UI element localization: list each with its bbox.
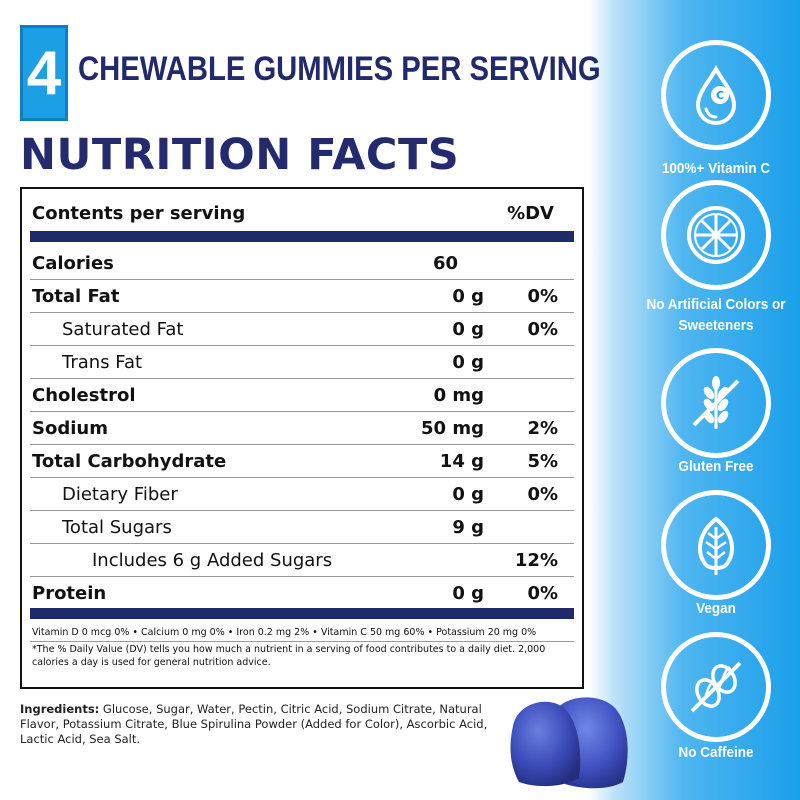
feature-badge-no-caffeine bbox=[661, 632, 771, 742]
nutrient-amount: 0 g bbox=[452, 483, 484, 505]
row-divider bbox=[30, 411, 574, 412]
nutrient-dv: 12% bbox=[514, 549, 558, 571]
nutrition-facts-panel: Contents per serving %DV Calories 60 Tot… bbox=[20, 187, 584, 689]
page-title: NUTRITION FACTS bbox=[20, 130, 460, 180]
gummy-image bbox=[510, 697, 628, 789]
ingredients-text: Ingredients: Glucose, Sugar, Water, Pect… bbox=[20, 702, 500, 747]
serving-description: CHEWABLE GUMMIES PER SERVING bbox=[78, 50, 601, 88]
nutrient-dv: 2% bbox=[527, 417, 558, 439]
row-divider bbox=[30, 576, 574, 577]
nutrient-amount: 0 g bbox=[452, 285, 484, 307]
citrus-slice-icon bbox=[687, 206, 745, 264]
row-divider bbox=[30, 378, 574, 379]
ingredients-label: Ingredients: bbox=[20, 702, 100, 716]
nutrient-amount: 14 g bbox=[439, 450, 484, 472]
row-divider bbox=[30, 543, 574, 544]
nutrient-amount: 60 bbox=[432, 252, 458, 274]
thick-divider-top bbox=[30, 231, 574, 242]
nutrient-amount: 9 g bbox=[452, 516, 484, 538]
nutrient-label: Calories bbox=[32, 252, 114, 274]
table-row: Dietary Fiber 0 g 0% bbox=[32, 478, 572, 510]
no-coffee-bean-icon bbox=[690, 661, 742, 713]
nutrient-label: Dietary Fiber bbox=[62, 483, 178, 505]
feature-badge-vitamin-c: C bbox=[661, 40, 771, 150]
feature-badge-no-artificial bbox=[661, 180, 771, 290]
row-divider bbox=[30, 641, 574, 642]
nutrient-dv: 0% bbox=[527, 285, 558, 307]
nutrient-label: Protein bbox=[32, 582, 107, 604]
feature-label-no-artificial: No Artificial Colors or Sweeteners bbox=[626, 294, 800, 336]
nutrient-amount: 0 mg bbox=[433, 384, 484, 406]
nutrient-label: Saturated Fat bbox=[62, 318, 184, 340]
serving-count-badge: 4 bbox=[20, 25, 68, 121]
svg-text:C: C bbox=[716, 89, 724, 102]
no-wheat-icon bbox=[692, 376, 740, 429]
facts-header-dv: %DV bbox=[507, 202, 554, 224]
feature-label-vegan: Vegan bbox=[696, 600, 736, 617]
facts-header-row: Contents per serving %DV bbox=[32, 197, 572, 229]
feature-label-gluten-free: Gluten Free bbox=[678, 458, 754, 475]
row-divider bbox=[30, 477, 574, 478]
table-row: Calories 60 bbox=[32, 247, 572, 279]
nutrient-label: Total Carbohydrate bbox=[32, 450, 227, 472]
feature-badge-gluten-free bbox=[661, 348, 771, 458]
table-row: Trans Fat 0 g bbox=[32, 346, 572, 378]
table-row: Protein 0 g 0% bbox=[32, 577, 572, 609]
row-divider bbox=[30, 279, 574, 280]
table-row: Cholestrol 0 mg bbox=[32, 379, 572, 411]
table-row: Includes 6 g Added Sugars 12% bbox=[32, 544, 572, 576]
nutrient-amount: 0 g bbox=[452, 351, 484, 373]
nutrient-label: Cholestrol bbox=[32, 384, 136, 406]
ingredients-list: Glucose, Sugar, Water, Pectin, Citric Ac… bbox=[20, 702, 488, 746]
nutrient-dv: 0% bbox=[527, 318, 558, 340]
nutrient-dv: 0% bbox=[527, 582, 558, 604]
table-row: Saturated Fat 0 g 0% bbox=[32, 313, 572, 345]
vitamin-c-drop-icon: C bbox=[695, 64, 737, 126]
nutrient-amount: 0 g bbox=[452, 582, 484, 604]
table-row: Total Sugars 9 g bbox=[32, 511, 572, 543]
table-row: Total Fat 0 g 0% bbox=[32, 280, 572, 312]
table-row: Sodium 50 mg 2% bbox=[32, 412, 572, 444]
row-divider bbox=[30, 345, 574, 346]
table-row: Total Carbohydrate 14 g 5% bbox=[32, 445, 572, 477]
nutrient-amount: 50 mg bbox=[421, 417, 484, 439]
thick-divider-bottom bbox=[30, 608, 574, 619]
row-divider bbox=[30, 444, 574, 445]
feature-label-no-caffeine: No Caffeine bbox=[678, 744, 754, 761]
nutrient-label: Total Fat bbox=[32, 285, 120, 307]
nutrient-label: Includes 6 g Added Sugars bbox=[92, 549, 333, 571]
nutrient-label: Trans Fat bbox=[62, 351, 143, 373]
nutrient-dv: 0% bbox=[527, 483, 558, 505]
daily-value-footnote: *The % Daily Value (DV) tells you how mu… bbox=[32, 644, 546, 668]
row-divider bbox=[30, 510, 574, 511]
nutrient-label: Total Sugars bbox=[62, 516, 172, 538]
vitamins-line: Vitamin D 0 mcg 0% • Calcium 0 mg 0% • I… bbox=[32, 627, 537, 638]
facts-header-label: Contents per serving bbox=[32, 202, 246, 224]
nutrient-label: Sodium bbox=[32, 417, 108, 439]
feature-badge-vegan bbox=[661, 490, 771, 600]
leaf-icon bbox=[698, 516, 734, 575]
nutrient-amount: 0 g bbox=[452, 318, 484, 340]
nutrient-dv: 5% bbox=[527, 450, 558, 472]
row-divider bbox=[30, 312, 574, 313]
feature-label-text: No Artificial Colors or Sweeteners bbox=[646, 296, 786, 334]
serving-number: 4 bbox=[26, 38, 62, 108]
feature-label-vitamin-c: 100%+ Vitamin C bbox=[661, 160, 771, 177]
